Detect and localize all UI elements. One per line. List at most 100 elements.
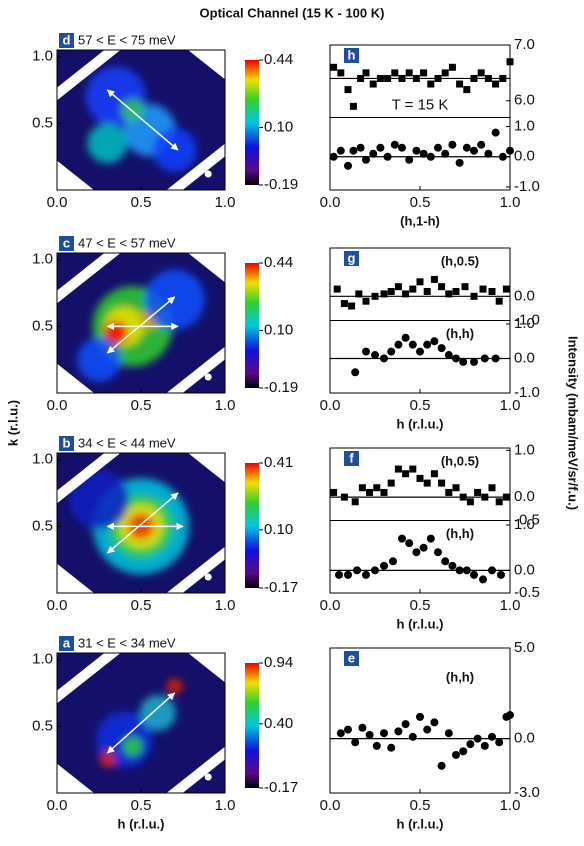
panel-letter: a bbox=[63, 635, 71, 650]
arrow bbox=[106, 296, 176, 354]
colorbar-tick-label: -0.19 bbox=[264, 176, 298, 193]
series-label: (h,0.5) bbox=[441, 253, 479, 268]
data-point bbox=[480, 741, 489, 750]
heatmap-content bbox=[57, 653, 225, 793]
data-point bbox=[409, 285, 417, 293]
data-point bbox=[430, 718, 439, 727]
data-point bbox=[336, 146, 345, 155]
x-tick-label: 0.5 bbox=[410, 397, 431, 414]
data-point bbox=[434, 548, 442, 557]
data-point bbox=[412, 548, 421, 557]
series-label: (h,0.5) bbox=[441, 453, 479, 468]
mask-stripe bbox=[57, 253, 121, 304]
data-point bbox=[444, 351, 453, 360]
data-point bbox=[452, 750, 460, 759]
panel-badge bbox=[344, 48, 359, 63]
heatmap-blob bbox=[166, 678, 183, 695]
data-point bbox=[448, 561, 457, 570]
panel-badge bbox=[59, 33, 74, 48]
data-point bbox=[362, 570, 370, 579]
x-tick-label: 0.0 bbox=[47, 194, 68, 211]
data-point bbox=[348, 302, 356, 310]
data-point bbox=[466, 498, 474, 506]
data-point bbox=[369, 149, 378, 158]
data-point bbox=[419, 149, 428, 158]
data-point bbox=[492, 80, 500, 88]
heatmap-image bbox=[57, 453, 225, 593]
colorbar bbox=[245, 60, 259, 185]
x-tick-label: 0.0 bbox=[47, 597, 68, 614]
data-point bbox=[459, 493, 467, 501]
data-point bbox=[369, 80, 377, 88]
data-point bbox=[462, 143, 471, 152]
data-point bbox=[349, 102, 357, 110]
y-tick-label: 0.5 bbox=[32, 114, 53, 131]
data-point bbox=[448, 140, 457, 149]
data-point bbox=[380, 561, 388, 570]
data-point bbox=[459, 357, 468, 366]
data-point bbox=[470, 570, 478, 579]
data-point bbox=[390, 140, 399, 149]
data-point bbox=[416, 474, 424, 482]
data-point bbox=[423, 288, 431, 295]
y-tick-label: 0.5 bbox=[32, 717, 53, 734]
panel-letter: c bbox=[63, 235, 70, 250]
data-point bbox=[430, 470, 438, 478]
data-point bbox=[344, 725, 352, 734]
y-tick-label: 0.0 bbox=[514, 561, 535, 578]
data-point bbox=[441, 149, 450, 158]
colorbar-tick-label: -0.17 bbox=[264, 579, 298, 596]
heatmap-blob bbox=[87, 123, 128, 164]
data-point bbox=[357, 74, 365, 82]
arrow bbox=[106, 492, 179, 554]
mask-stripe bbox=[57, 453, 121, 504]
data-point bbox=[427, 80, 435, 88]
data-point bbox=[437, 344, 446, 353]
data-point bbox=[423, 479, 431, 487]
heatmap-blob bbox=[139, 695, 176, 731]
data-point bbox=[372, 741, 381, 750]
data-point bbox=[391, 69, 399, 77]
data-point bbox=[419, 543, 428, 552]
x-tick-label: 0.5 bbox=[131, 597, 152, 614]
x-tick-label: 1.0 bbox=[500, 194, 521, 211]
heatmap-content bbox=[57, 253, 225, 393]
data-point bbox=[466, 740, 475, 749]
data-point bbox=[383, 152, 392, 161]
data-point bbox=[408, 732, 417, 741]
data-point bbox=[473, 734, 482, 743]
heatmap-image bbox=[57, 653, 225, 793]
x-tick-label: 1.0 bbox=[500, 597, 521, 614]
data-point bbox=[438, 479, 446, 487]
data-point bbox=[376, 143, 385, 152]
data-point bbox=[349, 146, 358, 155]
panel-title: 31 < E < 34 meV bbox=[78, 635, 176, 650]
data-point bbox=[389, 557, 397, 566]
resolution-dot bbox=[204, 373, 212, 381]
y-tick-label: 1.0 bbox=[514, 441, 535, 458]
data-point bbox=[434, 143, 442, 152]
data-point bbox=[477, 140, 486, 149]
colorbar-tick-label: 0.40 bbox=[264, 715, 293, 732]
x-tick-label: 1.0 bbox=[215, 797, 236, 814]
y-tick-label: 1.0 bbox=[32, 48, 53, 65]
x-axis-label: h (r.l.u.) bbox=[118, 816, 165, 831]
panel-badge bbox=[59, 436, 74, 451]
data-point bbox=[351, 738, 360, 747]
data-point bbox=[445, 488, 453, 496]
data-point bbox=[362, 347, 370, 356]
data-point bbox=[470, 292, 478, 300]
data-point bbox=[444, 729, 453, 738]
y-tick-label: 1.0 bbox=[32, 451, 53, 468]
data-point bbox=[499, 74, 507, 82]
x-tick-label: 0.5 bbox=[410, 797, 431, 814]
data-point bbox=[376, 74, 384, 82]
data-point bbox=[484, 149, 493, 158]
x-tick-label: 0.0 bbox=[320, 194, 341, 211]
panel-letter: g bbox=[348, 250, 356, 265]
data-point bbox=[412, 146, 421, 155]
data-point bbox=[484, 74, 492, 82]
x-axis-label: (h,1-h) bbox=[400, 213, 440, 228]
data-point bbox=[462, 566, 471, 575]
mask-corner bbox=[57, 563, 94, 593]
